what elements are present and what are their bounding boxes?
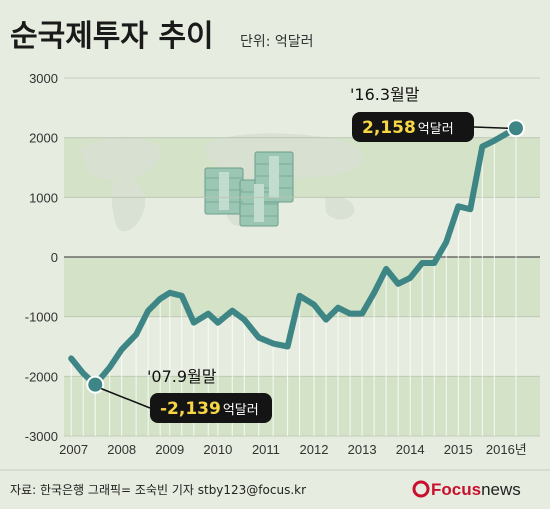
x-axis: 2007 2008 2009 2010 2011 2012 2013 2014 2015 2016… xyxy=(59,442,527,457)
annotation-unit: 억달러 xyxy=(223,403,259,418)
y-tick-label: -3000 xyxy=(25,429,58,444)
annotation-marker xyxy=(506,119,525,138)
logo-suffix: news xyxy=(481,480,521,499)
x-tick-label: 2009 xyxy=(155,442,184,457)
annotation-value: 2,158 억달러 xyxy=(362,118,454,138)
y-axis: 3000 2000 1000 0 -1000 -2000 -3000 xyxy=(25,71,58,444)
x-tick-label: 2016년 xyxy=(486,442,527,457)
series-line xyxy=(68,125,519,388)
x-tick-label: 2007 xyxy=(59,442,88,457)
y-tick-label: 2000 xyxy=(29,131,58,146)
svg-text:Focusnews: Focusnews xyxy=(431,480,521,499)
x-tick-label: 2012 xyxy=(300,442,329,457)
plot-band xyxy=(64,376,540,436)
annotation-marker xyxy=(86,375,105,394)
annotation-leader xyxy=(473,126,508,129)
x-tick-label: 2013 xyxy=(348,442,377,457)
annotation-callout xyxy=(352,112,474,142)
x-tick-label: 2010 xyxy=(203,442,232,457)
y-tick-label: -2000 xyxy=(25,369,58,384)
annotation-leader xyxy=(100,387,151,409)
y-tick-label: 1000 xyxy=(29,190,58,205)
plot-band xyxy=(64,257,540,317)
money-stack-icon xyxy=(204,151,294,227)
x-tick-label: 2014 xyxy=(396,442,425,457)
annotation-number: 2,158 xyxy=(362,118,416,138)
annotation-label: '16.3월말 xyxy=(350,85,420,104)
focusnews-logo: Focusnews xyxy=(412,480,521,499)
y-tick-label: 0 xyxy=(51,250,58,265)
annotation-callout xyxy=(150,393,272,423)
source-credit: 자료: 한국은행 그래픽= 조숙빈 기자 stby123@focus.kr xyxy=(10,482,306,497)
chart-title: 순국제투자 추이 xyxy=(10,19,214,54)
series-group xyxy=(68,125,519,388)
x-tick-label: 2011 xyxy=(252,442,280,457)
x-tick-label: 2015 xyxy=(444,442,473,457)
annotation-label: '07.9월말 xyxy=(147,367,217,386)
logo-brand: Focus xyxy=(431,480,481,499)
x-tick-label: 2008 xyxy=(107,442,136,457)
annotation-unit: 억달러 xyxy=(418,122,454,137)
annotation-number: -2,139 xyxy=(160,399,221,419)
focus-logo-icon xyxy=(412,480,430,498)
unit-label: 단위: 억달러 xyxy=(240,34,314,50)
y-tick-label: 3000 xyxy=(29,71,58,86)
annotation-value: -2,139 억달러 xyxy=(160,399,259,419)
y-tick-label: -1000 xyxy=(25,310,58,325)
